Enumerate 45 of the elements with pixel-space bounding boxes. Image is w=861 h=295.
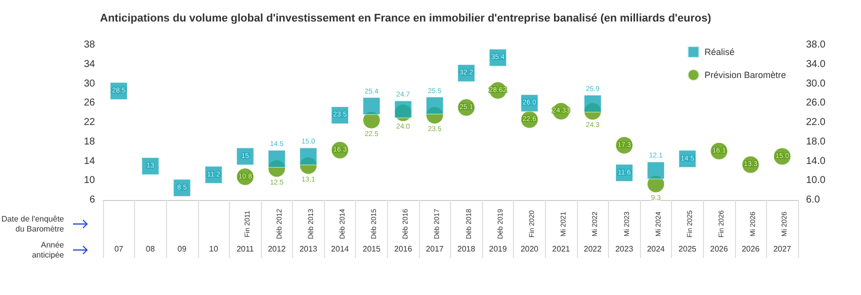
- x-tick-label: 2027: [773, 244, 792, 254]
- x-tick-label: 2017: [426, 244, 444, 254]
- x-tick-label: 08: [146, 244, 156, 254]
- y-tick-label: 30: [84, 78, 96, 90]
- y-tick-label: 22: [84, 117, 96, 128]
- x-tick-label: 2024: [646, 244, 666, 254]
- x-tick-label: 2022: [584, 244, 602, 254]
- x-tick-label: 2026: [710, 244, 728, 254]
- legend-label: Réalisé: [704, 47, 734, 57]
- legend-label: Prévision Baromètre: [704, 70, 786, 80]
- chart-title: Anticipations du volume global d'investissement en France en immobilier d'entreprise banalisé (en milliards d'euros): [100, 12, 712, 24]
- x-tick-label: 2016: [394, 244, 413, 254]
- y2-tick-label: 14.0: [806, 156, 826, 167]
- x-tick-label: 2018: [457, 244, 476, 254]
- y2-tick-label: 26.0: [806, 98, 826, 109]
- y2-tick-label: 10.0: [806, 175, 826, 186]
- y2-tick-label: 22.0: [806, 117, 826, 128]
- x-tick-label: 2012: [268, 244, 286, 254]
- x-tick-label: 2013: [299, 244, 318, 254]
- y-tick-label: 6: [89, 194, 96, 206]
- y-tick-label: 10: [84, 175, 96, 186]
- y2-tick-label: 38.0: [806, 40, 826, 50]
- x-tick-label: 2015: [362, 244, 381, 254]
- x-tick-label: 2020: [520, 244, 539, 254]
- y-tick-label: 38: [84, 40, 96, 50]
- y-tick-label: 34: [84, 58, 96, 70]
- x-tick-label: 2021: [552, 244, 571, 254]
- x-tick-label: 2014: [331, 244, 350, 254]
- y2-tick-label: 6.0: [806, 194, 820, 206]
- x-tick-label: 07: [114, 244, 124, 254]
- text: Date de l'enquête du Baromètre: [2, 214, 65, 234]
- y2-tick-label: 18.0: [806, 136, 826, 148]
- y-tick-label: 14: [84, 156, 96, 167]
- x-tick-label: 09: [178, 244, 187, 254]
- x-tick-label: 2019: [488, 244, 508, 254]
- x-tick-label: 2023: [615, 244, 634, 254]
- text: Année anticipée: [32, 240, 65, 260]
- y-tick-label: 26: [84, 98, 96, 109]
- x-tick-label: 2011: [236, 244, 254, 254]
- x-tick-label: 2025: [678, 244, 697, 254]
- y-tick-label: 18: [84, 136, 96, 148]
- y2-tick-label: 30.0: [806, 78, 826, 90]
- x-tick-label: 10: [209, 244, 219, 254]
- x-tick-label: 2026: [742, 244, 760, 254]
- y2-tick-label: 34.0: [806, 58, 826, 70]
